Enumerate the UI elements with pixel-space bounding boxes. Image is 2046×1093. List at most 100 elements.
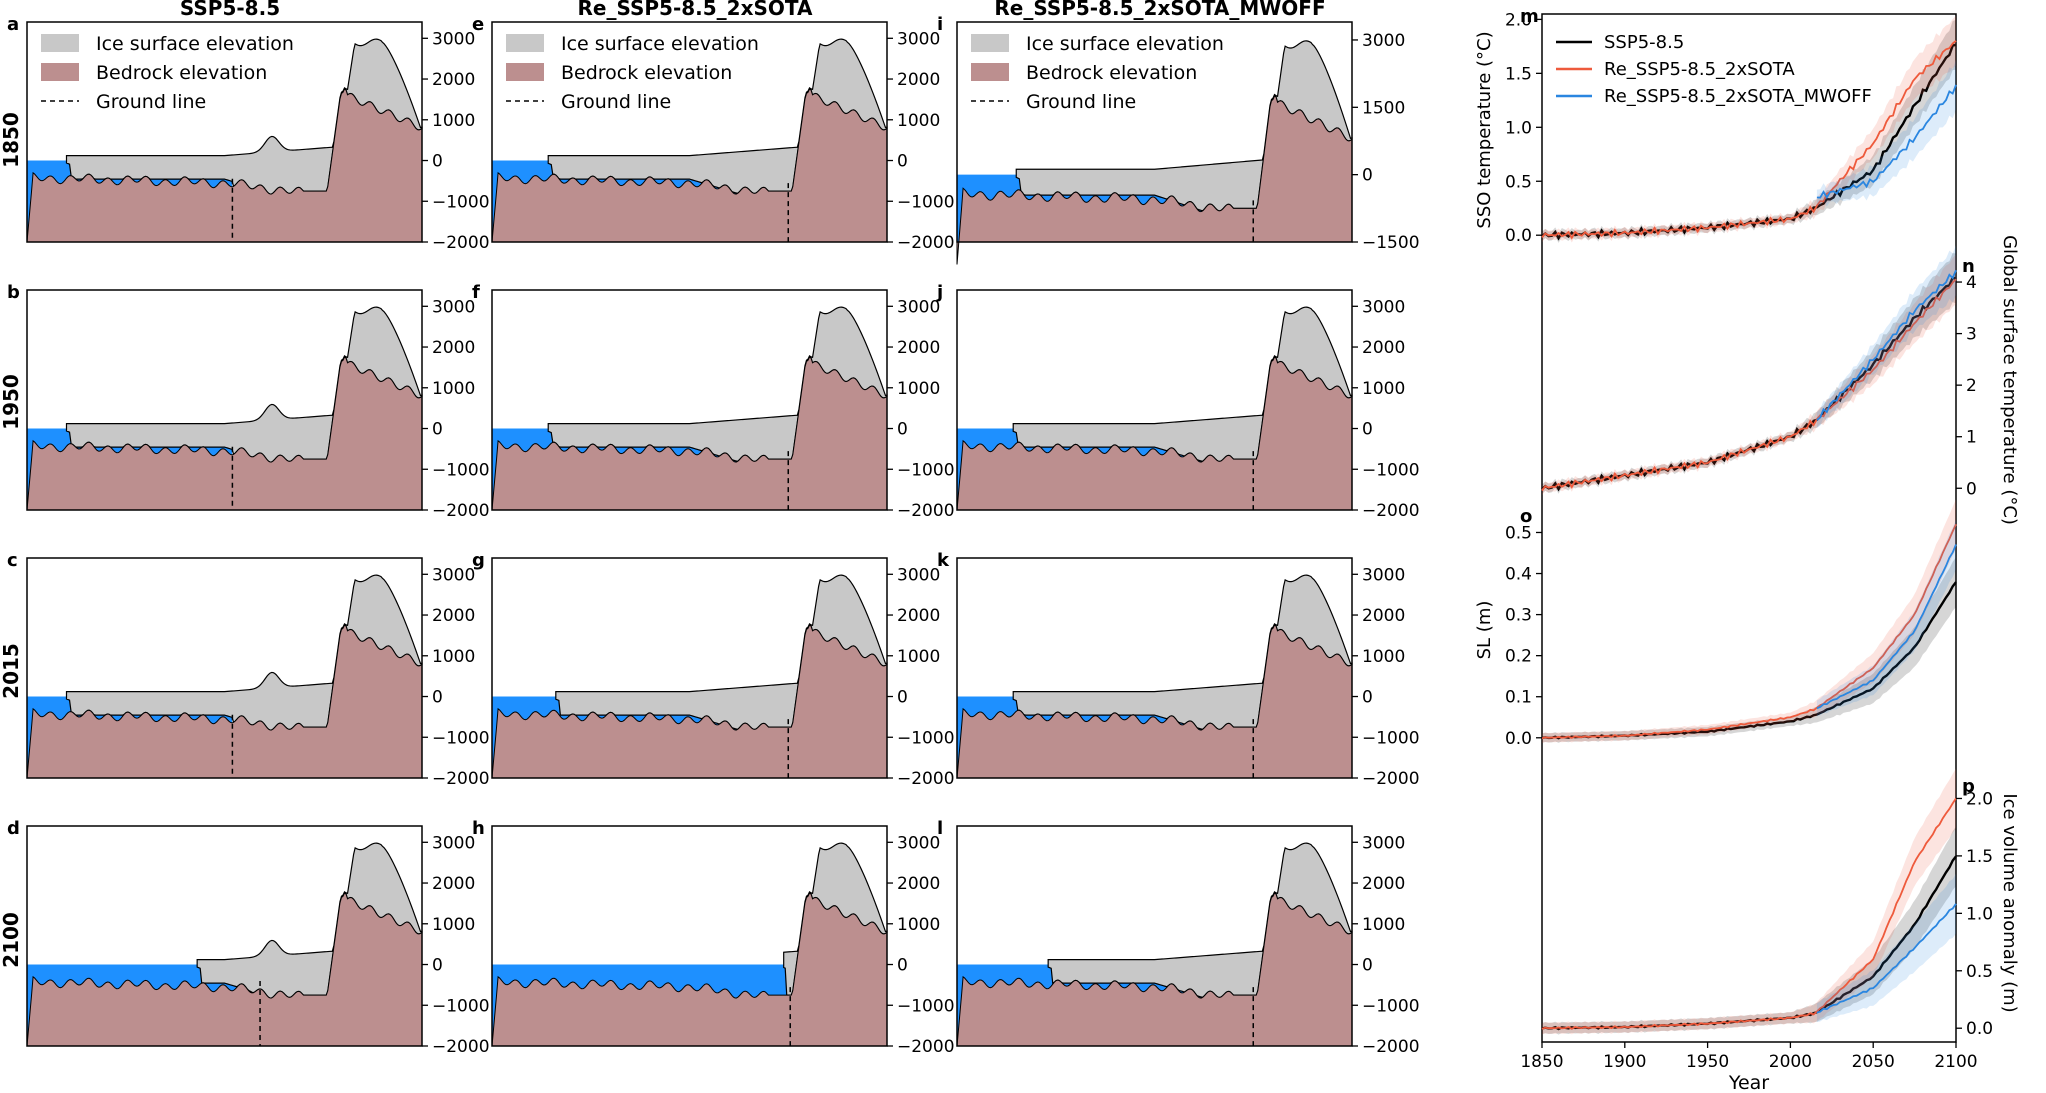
- y-tick-label: 1000: [897, 915, 940, 935]
- panel-frame: [491, 825, 888, 1047]
- legend-label-bedrock: Bedrock elevation: [96, 62, 267, 84]
- y-tick-label: −2000: [897, 233, 955, 253]
- uncertainty-band: [1542, 253, 1956, 494]
- y-tick-label: 1000: [432, 111, 475, 131]
- legend-label: SSP5-8.5: [1604, 32, 1684, 53]
- panel-letter: h: [472, 818, 485, 839]
- panel-letter: i: [937, 14, 943, 35]
- y-tick-label: −2000: [432, 769, 490, 789]
- series-line: [1816, 903, 1957, 1014]
- panel-letter: e: [472, 14, 484, 35]
- profile-panel-d: 3000 2000 1000 0 −1000 −2000 d: [7, 818, 490, 1057]
- y-tick-label: −2000: [432, 1037, 490, 1057]
- panel-frame: [956, 825, 1353, 1047]
- series-line: [1541, 797, 1957, 1030]
- panel-frame: [491, 21, 888, 243]
- x-tick-label: 1850: [1520, 1052, 1563, 1072]
- y-tick-label: −1000: [897, 728, 955, 748]
- column-title-ssp585: SSP5-8.5: [180, 0, 280, 20]
- legend: Ice surface elevation Bedrock elevation Gr…: [971, 33, 1224, 113]
- x-tick-label: 1950: [1686, 1052, 1729, 1072]
- legend-swatch-ice: [971, 34, 1009, 52]
- bedrock-area: [26, 356, 423, 511]
- y-tick-label: −1000: [897, 192, 955, 212]
- timeseries-frame: [1541, 13, 1957, 1043]
- y-tick-label: −2000: [1362, 1037, 1420, 1057]
- ts-panel-n: 0 1 2 3 4 Global surface temperature (°C) n: [1541, 235, 2020, 525]
- y-tick-label: 3000: [1362, 297, 1405, 317]
- y-tick-label: −1000: [1362, 996, 1420, 1016]
- panel-letter: n: [1962, 256, 1975, 277]
- y-tick-label: 1.0: [1966, 904, 1993, 924]
- y-tick-label: 0: [432, 688, 443, 708]
- y-tick-label: 0.1: [1505, 688, 1532, 708]
- y-axis-label: SL (m): [1474, 601, 1495, 660]
- y-tick-label: −2000: [897, 1037, 955, 1057]
- y-tick-label: 0.0: [1966, 1019, 1993, 1039]
- y-tick-label: 3000: [432, 297, 475, 317]
- y-tick-label: 1000: [1362, 647, 1405, 667]
- panel-letter: l: [937, 818, 943, 839]
- uncertainty-band: [1542, 15, 1956, 243]
- timeseries-panels: 0.0 0.5 1.0 1.5 2.0 SSO temperature (°C) m 0 1 2 3…: [1474, 6, 2020, 1093]
- legend: Ice surface elevation Bedrock elevation Gr…: [506, 33, 759, 113]
- legend-swatch-bedrock: [41, 63, 79, 81]
- y-tick-label: 1000: [1362, 915, 1405, 935]
- y-tick-label: −1500: [1362, 233, 1420, 253]
- panel-letter: d: [7, 818, 20, 839]
- panel-letter: b: [7, 282, 20, 303]
- y-tick-label: 3000: [432, 29, 475, 49]
- panel-letter: c: [7, 550, 18, 571]
- y-tick-label: −1000: [1362, 460, 1420, 480]
- legend-label-bedrock: Bedrock elevation: [1026, 62, 1197, 84]
- y-tick-label: 2000: [897, 606, 940, 626]
- y-tick-label: 1: [1966, 428, 1977, 448]
- y-tick-label: 0: [1966, 479, 1977, 499]
- legend-label: Re_SSP5-8.5_2xSOTA: [1604, 59, 1795, 80]
- y-tick-label: 3000: [432, 833, 475, 853]
- y-axis-label: Global surface temperature (°C): [1999, 235, 2020, 525]
- panel-letter: a: [7, 14, 19, 35]
- profile-panel-b: 3000 2000 1000 0 −1000 −2000 b: [7, 282, 490, 521]
- y-tick-label: −1000: [432, 192, 490, 212]
- y-tick-label: 0.0: [1505, 729, 1532, 749]
- y-tick-label: 2000: [432, 874, 475, 894]
- y-tick-label: 1.0: [1505, 118, 1532, 138]
- column-title-2xsota-mwoff: Re_SSP5-8.5_2xSOTA_MWOFF: [994, 0, 1325, 20]
- y-tick-label: 3000: [897, 29, 940, 49]
- profile-panel-k: 3000 2000 1000 0 −1000 −2000 k: [937, 550, 1420, 789]
- bedrock-area: [26, 624, 423, 779]
- y-tick-label: 0.5: [1966, 962, 1993, 982]
- timeseries-legend: SSP5-8.5 Re_SSP5-8.5_2xSOTA Re_SSP5-8.5_2x…: [1556, 32, 1872, 107]
- y-tick-label: 0.4: [1505, 565, 1532, 585]
- y-tick-label: 3000: [897, 297, 940, 317]
- y-tick-label: 0: [432, 420, 443, 440]
- bedrock-area: [491, 892, 888, 1047]
- panel-frame: [26, 21, 423, 243]
- y-tick-label: 2000: [897, 338, 940, 358]
- profile-panel-i: 3000 1500 0 −1500 i Ice surface elevation Bedr…: [937, 14, 1420, 265]
- y-tick-label: 1000: [897, 111, 940, 131]
- profile-panel-c: 3000 2000 1000 0 −1000 −2000 c: [7, 550, 490, 789]
- y-tick-label: 3: [1966, 325, 1977, 345]
- panel-frame: [956, 289, 1353, 511]
- legend-swatch-ice: [41, 34, 79, 52]
- y-tick-label: 2000: [432, 338, 475, 358]
- y-tick-label: 0: [1362, 420, 1373, 440]
- uncertainty-band: [1816, 519, 1956, 717]
- profile-panels: 3000 2000 1000 0 −1000 −2000 a Ice surface elev…: [7, 14, 1420, 1057]
- bedrock-area: [26, 892, 423, 1047]
- y-tick-label: 1000: [897, 647, 940, 667]
- x-tick-label: 1900: [1603, 1052, 1646, 1072]
- y-tick-label: 2000: [1362, 606, 1405, 626]
- panel-frame: [26, 557, 423, 779]
- legend-label-bedrock: Bedrock elevation: [561, 62, 732, 84]
- y-tick-label: 0: [1362, 688, 1373, 708]
- panel-letter: p: [1962, 776, 1975, 797]
- series-line: [1816, 269, 1957, 421]
- y-tick-label: 3000: [1362, 833, 1405, 853]
- y-tick-label: 0: [897, 688, 908, 708]
- column-title-2xsota: Re_SSP5-8.5_2xSOTA: [578, 0, 813, 20]
- row-label-2015: 2015: [0, 643, 23, 699]
